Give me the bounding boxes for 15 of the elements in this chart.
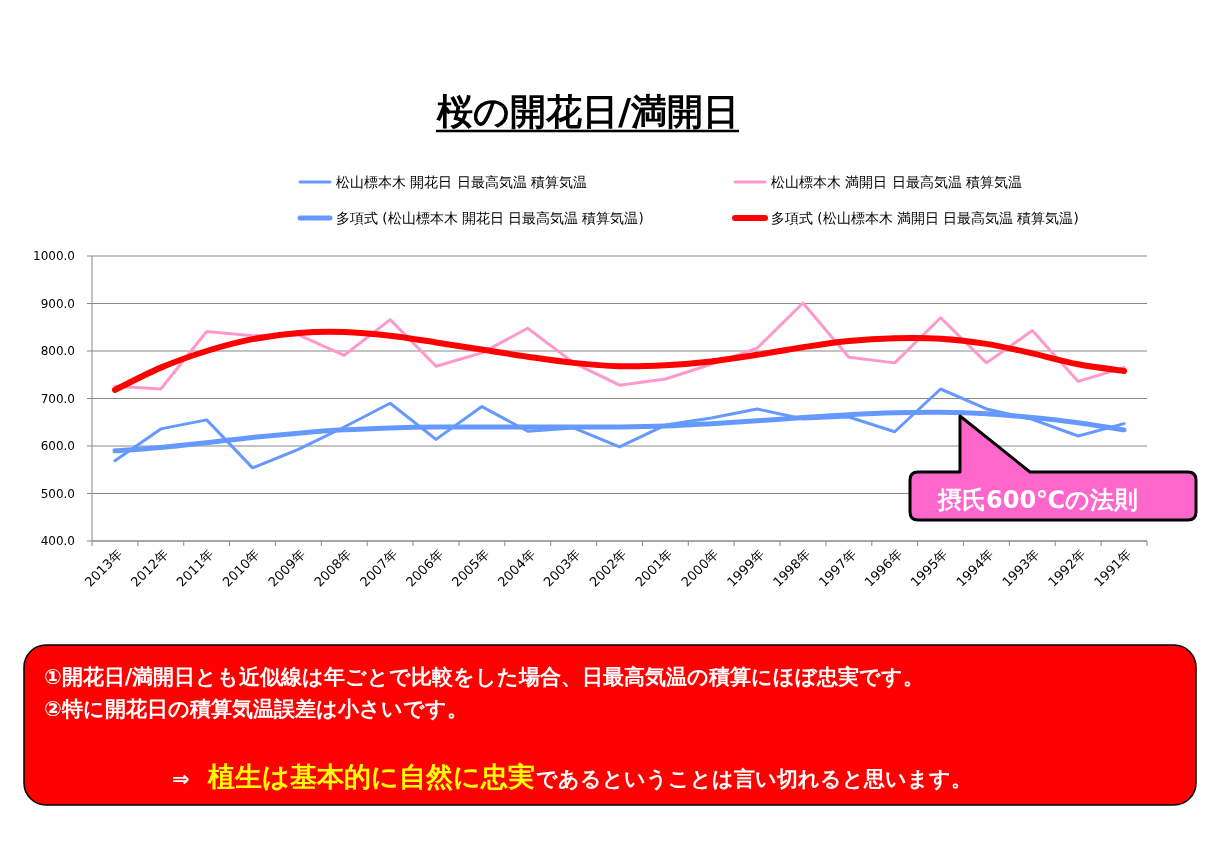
y-tick-label: 1000.0 xyxy=(33,249,75,263)
note-box: ①開花日/満開日とも近似線は年ごとで比較をした場合、日最高気温の積算にほぼ忠実です。 ②特に開花日の積算気温誤差は小さいです。 ⇒ 植生は基本的に自然に忠実であるということは言い切れると思います。 xyxy=(23,644,1197,806)
y-tick-label: 700.0 xyxy=(40,391,75,406)
callout: 摂氏600℃の法則 xyxy=(908,414,1198,522)
chart-title: 桜の開花日/満開日 xyxy=(435,91,740,132)
y-tick-label: 900.0 xyxy=(40,296,75,311)
y-tick-label: 500.0 xyxy=(40,486,75,501)
y-tick-label: 600.0 xyxy=(40,439,75,453)
legend-label: 多項式 (松山標本木 満開日 日最高気温 積算気温) xyxy=(771,210,1079,226)
legend-label: 多項式 (松山標本木 開花日 日最高気温 積算気温) xyxy=(336,210,644,226)
y-tick-label: 800.0 xyxy=(40,344,75,358)
y-tick-label: 400.0 xyxy=(40,534,75,548)
legend-label: 松山標本木 満開日 日最高気温 積算気温 xyxy=(771,174,1022,190)
annotation: 摂氏600℃の法則 xyxy=(937,486,1139,514)
legend-label: 松山標本木 開花日 日最高気温 積算気温 xyxy=(336,174,587,190)
